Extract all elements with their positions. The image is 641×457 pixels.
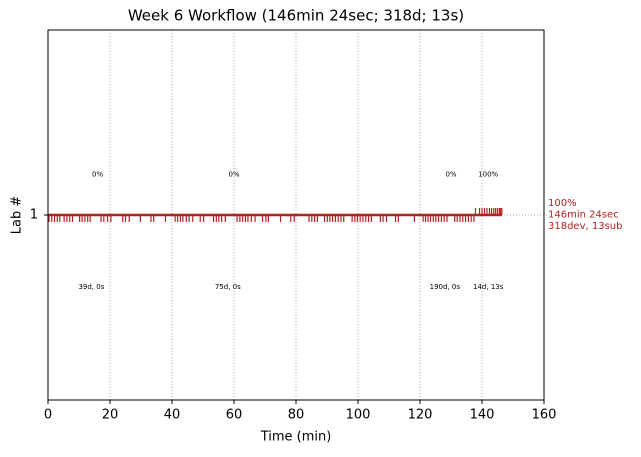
x-tick-label: 0 — [44, 408, 52, 423]
annotation: 190d, 0s — [430, 283, 461, 291]
x-tick-label: 160 — [532, 408, 557, 423]
annotation: 0% — [445, 170, 456, 178]
side-label: 100% — [548, 198, 577, 209]
side-label: 318dev, 13sub — [548, 221, 622, 232]
x-tick-label: 40 — [164, 408, 181, 423]
annotation: 75d, 0s — [215, 283, 241, 291]
y-tick-label: 1 — [30, 208, 38, 223]
x-tick-label: 140 — [470, 408, 495, 423]
x-tick-label: 100 — [346, 408, 371, 423]
annotation: 0% — [92, 170, 103, 178]
x-axis-label: Time (min) — [260, 430, 332, 445]
x-tick-label: 80 — [288, 408, 305, 423]
chart-title: Week 6 Workflow (146min 24sec; 318d; 13s… — [128, 7, 464, 25]
annotation: 39d, 0s — [78, 283, 104, 291]
side-label: 146min 24sec — [548, 210, 619, 221]
x-tick-label: 20 — [102, 408, 119, 423]
y-axis-label: Lab # — [10, 196, 25, 235]
annotation: 14d, 13s — [473, 283, 504, 291]
annotation: 0% — [228, 170, 239, 178]
annotation: 100% — [478, 170, 498, 178]
x-tick-label: 120 — [408, 408, 433, 423]
plot-frame — [47, 29, 545, 401]
x-tick-label: 60 — [226, 408, 243, 423]
